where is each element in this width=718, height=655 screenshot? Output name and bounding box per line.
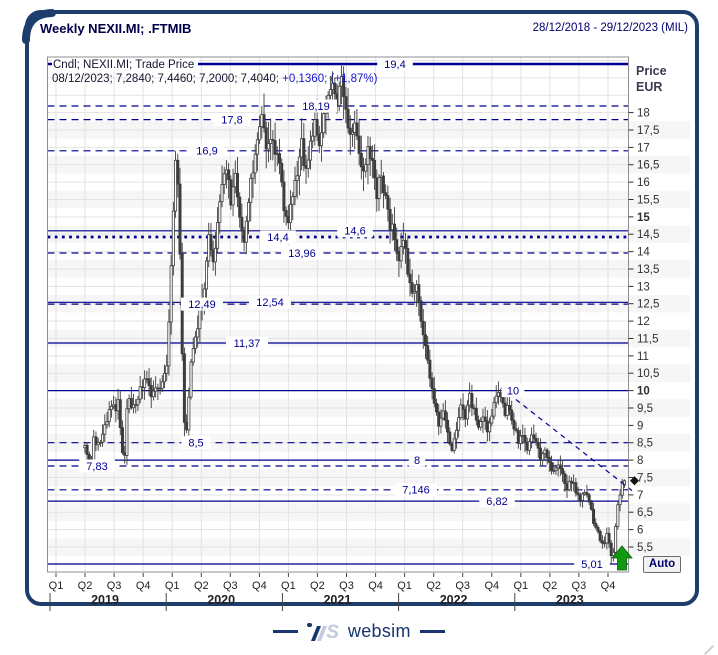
- svg-text:Q3: Q3: [107, 580, 122, 592]
- svg-text:13,96: 13,96: [288, 248, 316, 260]
- svg-text:Q1: Q1: [49, 580, 64, 592]
- svg-text:Q2: Q2: [194, 580, 209, 592]
- legend-series: Cndl; NEXII.MI; Trade Price: [52, 58, 199, 72]
- price-axis[interactable]: 18 17,5 17 16,5 16 15,5 15 14,5 14 13,5 13 12,5 12 11…: [628, 108, 660, 554]
- svg-text:Q3: Q3: [223, 580, 238, 592]
- svg-text:10: 10: [637, 386, 650, 398]
- candlestick-series: [83, 64, 627, 564]
- svg-text:7,5: 7,5: [637, 473, 653, 485]
- plot-border: [47, 56, 629, 573]
- svg-text:6,82: 6,82: [486, 496, 507, 508]
- svg-text:Q1: Q1: [513, 580, 528, 592]
- price-axis-title: Price EUR: [636, 63, 667, 95]
- svg-text:12,49: 12,49: [188, 299, 216, 311]
- svg-text:16: 16: [637, 177, 650, 189]
- frame-corner-accent: [22, 9, 56, 44]
- svg-text:17,5: 17,5: [637, 125, 659, 137]
- chart-legend: Cndl; NEXII.MI; Trade Price 08/12/2023; …: [52, 58, 377, 86]
- svg-text:10,5: 10,5: [637, 368, 659, 380]
- svg-text:15,5: 15,5: [637, 195, 659, 207]
- svg-text:2020: 2020: [207, 593, 235, 607]
- gridlines: [47, 57, 629, 572]
- brand-footer: S websim: [0, 621, 718, 642]
- svg-text:8,5: 8,5: [637, 438, 653, 450]
- auto-scale-button[interactable]: Auto: [643, 556, 681, 573]
- svg-text:11: 11: [637, 351, 649, 363]
- svg-text:14,4: 14,4: [267, 232, 288, 244]
- brand-rule-left: [273, 630, 299, 633]
- svg-text:17,8: 17,8: [221, 114, 242, 126]
- date-range: 28/12/2018 - 29/12/2023 (MIL): [532, 22, 688, 34]
- svg-text:2022: 2022: [440, 593, 468, 607]
- svg-text:Q1: Q1: [397, 580, 412, 592]
- logo-dot: [307, 622, 312, 627]
- svg-text:Q1: Q1: [165, 580, 180, 592]
- time-axis[interactable]: Q1 Q2 Q3 Q4 Q1 Q2 Q3 Q4 Q1 Q2 Q3 Q4 Q1 Q2 Q3 Q4 Q1 Q2 Q3 Q4…: [49, 573, 616, 611]
- svg-text:19,4: 19,4: [384, 59, 405, 71]
- svg-text:Q3: Q3: [339, 580, 354, 592]
- svg-text:Q4: Q4: [368, 580, 383, 592]
- svg-text:11,37: 11,37: [234, 338, 261, 350]
- svg-text:Q3: Q3: [455, 580, 470, 592]
- svg-text:7: 7: [637, 490, 643, 502]
- svg-text:Q2: Q2: [310, 580, 325, 592]
- svg-text:6,5: 6,5: [637, 507, 653, 519]
- svg-text:18,19: 18,19: [302, 101, 330, 113]
- svg-text:17: 17: [637, 142, 650, 154]
- svg-text:Q1: Q1: [281, 580, 296, 592]
- svg-text:16,5: 16,5: [637, 160, 659, 172]
- price-axis-title-eur: EUR: [636, 80, 663, 94]
- svg-text:13: 13: [637, 281, 650, 293]
- svg-text:7,146: 7,146: [402, 485, 430, 497]
- svg-text:Q2: Q2: [543, 580, 558, 592]
- svg-text:12,5: 12,5: [637, 299, 659, 311]
- svg-text:Q4: Q4: [252, 580, 267, 592]
- svg-text:6: 6: [637, 525, 643, 537]
- legend-ohlc: 08/12/2023; 7,2840; 7,4460; 7,2000; 7,40…: [52, 73, 283, 85]
- svg-text:14,5: 14,5: [637, 229, 659, 241]
- svg-text:5,01: 5,01: [581, 559, 602, 571]
- svg-text:14,6: 14,6: [344, 226, 365, 238]
- svg-text:15: 15: [637, 212, 650, 224]
- price-axis-title-price: Price: [636, 64, 667, 78]
- svg-text:16,9: 16,9: [196, 146, 217, 158]
- low-arrow-icon: [611, 545, 633, 571]
- legend-change: +0,1360; (+1,87%): [282, 73, 378, 85]
- svg-text:12,54: 12,54: [256, 297, 284, 309]
- svg-text:Q2: Q2: [426, 580, 441, 592]
- logo-letter-s: S: [326, 621, 339, 643]
- svg-text:18: 18: [637, 108, 650, 120]
- brand-rule-right: [419, 630, 445, 633]
- svg-text:13,5: 13,5: [637, 264, 659, 276]
- svg-text:Q4: Q4: [484, 580, 499, 592]
- level-lines: [47, 62, 629, 565]
- svg-text:Q4: Q4: [601, 580, 616, 592]
- chart-title: Weekly NEXII.MI; .FTMIB: [40, 21, 192, 36]
- svg-text:5,5: 5,5: [637, 542, 653, 554]
- svg-text:11,5: 11,5: [637, 334, 659, 346]
- svg-text:2023: 2023: [556, 593, 584, 607]
- svg-text:10: 10: [507, 385, 519, 397]
- svg-text:9,5: 9,5: [637, 403, 653, 415]
- svg-text:2019: 2019: [91, 593, 119, 607]
- brand-name: websim: [347, 621, 411, 641]
- svg-text:Q4: Q4: [136, 580, 151, 592]
- svg-text:7,83: 7,83: [86, 461, 107, 473]
- svg-text:Q2: Q2: [78, 580, 93, 592]
- svg-text:8,5: 8,5: [188, 438, 203, 450]
- level-labels: 19,4 18,19 17,8 16,9 14,6 14,413,96 12,54 12,49…: [79, 57, 610, 571]
- svg-text:12: 12: [637, 316, 650, 328]
- legend-ohlc-row: 08/12/2023; 7,2840; 7,4460; 7,2000; 7,40…: [52, 72, 377, 86]
- svg-text:8: 8: [414, 455, 420, 467]
- websim-logo-icon: S: [307, 621, 339, 643]
- svg-text:9: 9: [637, 420, 643, 432]
- svg-text:2021: 2021: [323, 593, 351, 607]
- svg-text:8: 8: [637, 455, 643, 467]
- svg-text:14: 14: [637, 247, 650, 259]
- current-price-marker: [630, 476, 639, 486]
- svg-text:Q3: Q3: [572, 580, 587, 592]
